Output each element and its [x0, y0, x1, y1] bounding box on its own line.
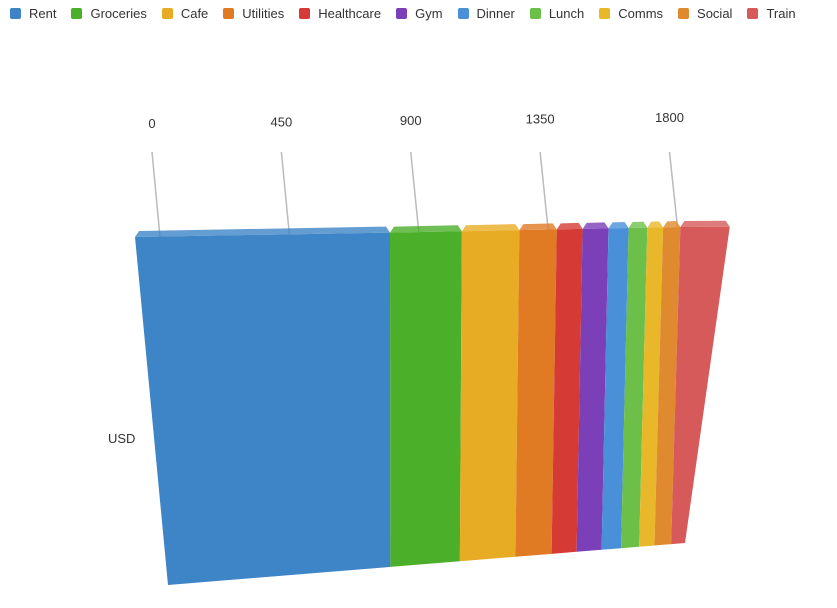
legend-swatch — [223, 8, 235, 19]
bar-segment-rent[interactable] — [135, 232, 391, 585]
legend-swatch — [529, 8, 541, 19]
tick-line — [151, 151, 161, 238]
legend-swatch — [396, 8, 408, 19]
legend-swatch — [10, 8, 21, 19]
x-tick-label: 1800 — [655, 110, 684, 125]
legend-swatch — [71, 8, 83, 19]
legend-label: Dinner — [476, 6, 515, 21]
legend-label: Social — [697, 6, 733, 21]
x-tick-label: 0 — [148, 116, 155, 131]
bar-segment-utilities[interactable] — [515, 229, 557, 557]
legend-item[interactable]: Lunch — [529, 6, 585, 21]
bar-segment-healthcare[interactable] — [551, 228, 583, 554]
bar-segment-top — [608, 222, 629, 229]
x-tick-label: 450 — [271, 115, 293, 130]
legend-item[interactable]: Social — [678, 6, 732, 21]
legend-item[interactable]: Gym — [396, 6, 443, 21]
bar-segment-dinner[interactable] — [601, 228, 629, 550]
legend-label: Rent — [29, 6, 57, 21]
legend-label: Healthcare — [318, 6, 382, 21]
legend-item[interactable]: Cafe — [161, 6, 209, 21]
legend-label: Comms — [618, 6, 664, 21]
bar-segment-top — [628, 221, 648, 229]
legend-item[interactable]: Groceries — [71, 6, 147, 21]
legend-label: Cafe — [180, 6, 209, 21]
category-label: USD — [108, 431, 135, 446]
tick-line — [539, 151, 549, 230]
legend-swatch — [678, 8, 690, 19]
legend: Rent Groceries Cafe Utilities Healthcare Gym D… — [10, 6, 811, 21]
bar-segment-train[interactable] — [671, 226, 730, 545]
legend-item[interactable]: Rent — [10, 6, 56, 21]
legend-swatch — [161, 8, 173, 19]
legend-item[interactable]: Comms — [599, 6, 663, 21]
legend-swatch — [299, 8, 311, 19]
bar-segment-top — [519, 223, 557, 231]
legend-swatch — [457, 8, 469, 19]
tick-line — [668, 151, 679, 228]
legend-label: Train — [766, 6, 796, 21]
tick-line — [410, 151, 420, 233]
bar-segment-top — [461, 224, 520, 232]
legend-label: Utilities — [242, 6, 285, 21]
bar-segment-top — [390, 225, 462, 233]
legend-swatch — [599, 8, 611, 19]
tick-line — [280, 151, 291, 235]
bar-segment-comms[interactable] — [639, 227, 664, 547]
x-tick-label: 1350 — [526, 112, 555, 127]
bar-segment-gym[interactable] — [576, 228, 609, 552]
bar-segment-lunch[interactable] — [621, 227, 648, 549]
bar-segment-top — [680, 220, 730, 228]
legend-label: Groceries — [90, 6, 147, 21]
x-tick-label: 900 — [400, 113, 422, 128]
bar-segment-social[interactable] — [654, 227, 681, 546]
legend-item[interactable]: Healthcare — [299, 6, 381, 21]
legend-item[interactable]: Dinner — [457, 6, 515, 21]
bar-segment-top — [582, 222, 609, 229]
bar-segment-top — [135, 226, 390, 237]
bar-segment-top — [647, 221, 664, 228]
legend-label: Gym — [415, 6, 443, 21]
legend-item[interactable]: Utilities — [223, 6, 284, 21]
bar-segment-groceries[interactable] — [390, 231, 462, 567]
legend-item[interactable]: Train — [747, 6, 796, 21]
bar-segment-top — [556, 222, 583, 230]
bar-segment-cafe[interactable] — [459, 230, 520, 562]
bar-segment-top — [663, 221, 681, 228]
legend-swatch — [747, 8, 759, 19]
legend-label: Lunch — [548, 6, 585, 21]
